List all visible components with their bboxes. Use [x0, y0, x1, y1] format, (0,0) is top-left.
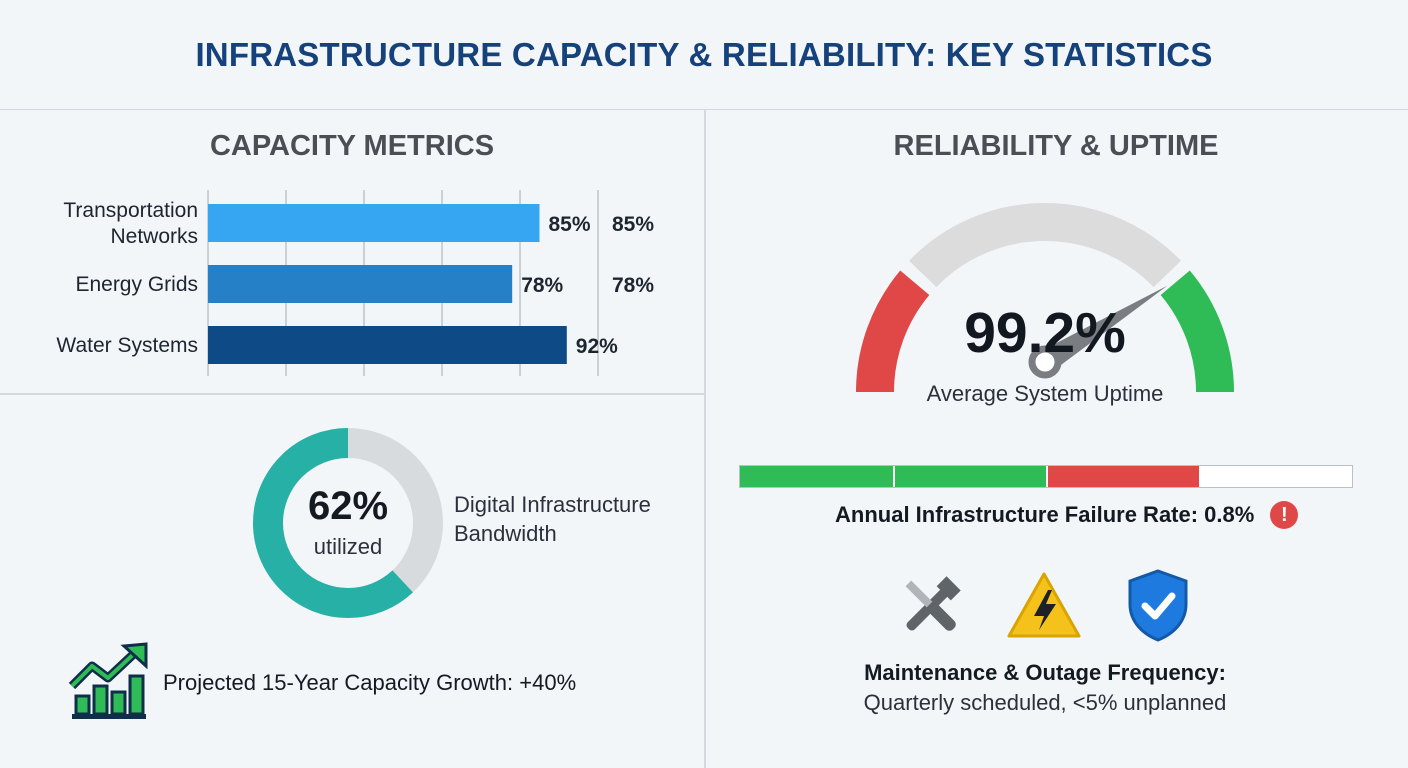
bandwidth-donut-chart	[253, 428, 443, 618]
failure-bar-segment	[1199, 466, 1352, 487]
page-header: INFRASTRUCTURE CAPACITY & RELIABILITY: K…	[0, 0, 1408, 110]
value-label-right: 85%	[612, 213, 654, 236]
horizontal-divider	[0, 393, 704, 395]
gauge-high-arc	[1160, 270, 1234, 393]
uptime-value: 99.2%	[964, 301, 1126, 365]
bandwidth-label: Digital Infrastructure Bandwidth	[454, 492, 651, 546]
category-label: Water Systems	[56, 334, 198, 357]
growth-text: Projected 15-Year Capacity Growth: +40%	[163, 670, 577, 695]
tools-icon	[905, 576, 961, 631]
uptime-label: Average System Uptime	[926, 381, 1164, 406]
maintenance-title: Maintenance & Outage Frequency:	[864, 660, 1226, 685]
capacity-title: CAPACITY METRICS	[209, 130, 495, 162]
gauge-needle-hub	[1028, 345, 1062, 379]
uptime-gauge	[856, 203, 1234, 393]
failure-rate-bar	[739, 465, 1353, 488]
value-label: 85%	[549, 213, 591, 236]
category-label: Energy Grids	[75, 273, 198, 296]
bar	[208, 326, 567, 364]
gauge-mid-arc	[909, 203, 1181, 288]
bar	[208, 265, 513, 303]
reliability-title: RELIABILITY & UPTIME	[893, 130, 1219, 162]
category-label: Transportation Networks	[63, 199, 198, 248]
value-label: 92%	[576, 335, 618, 358]
capacity-bar-chart: Transportation Networks 85% 85% Energy Grids…	[56, 190, 654, 376]
shield-check-icon	[1128, 569, 1188, 642]
vertical-divider	[704, 110, 706, 768]
failure-bar-segment	[1046, 466, 1199, 487]
value-label: 78%	[521, 274, 563, 297]
failure-row: Annual Infrastructure Failure Rate: 0.8%…	[835, 500, 1299, 530]
failure-bar-segment	[740, 466, 893, 487]
donut-fill	[253, 428, 443, 618]
bandwidth-sub: utilized	[313, 534, 383, 559]
gauge-needle	[1037, 285, 1168, 372]
failure-bar-segment	[893, 466, 1046, 487]
donut-center: 62% utilized	[250, 425, 446, 621]
warning-icon	[1007, 572, 1081, 638]
gauge-low-arc	[856, 270, 930, 393]
alert-icon: !	[1270, 501, 1299, 529]
maintenance-subtitle: Quarterly scheduled, <5% unplanned	[863, 690, 1227, 715]
value-label-right: 78%	[612, 274, 654, 297]
page-title: INFRASTRUCTURE CAPACITY & RELIABILITY: K…	[195, 35, 1213, 73]
failure-text: Annual Infrastructure Failure Rate: 0.8%	[835, 502, 1255, 527]
bandwidth-value: 62%	[307, 484, 389, 528]
bar	[208, 204, 540, 242]
growth-chart-icon	[68, 642, 148, 719]
